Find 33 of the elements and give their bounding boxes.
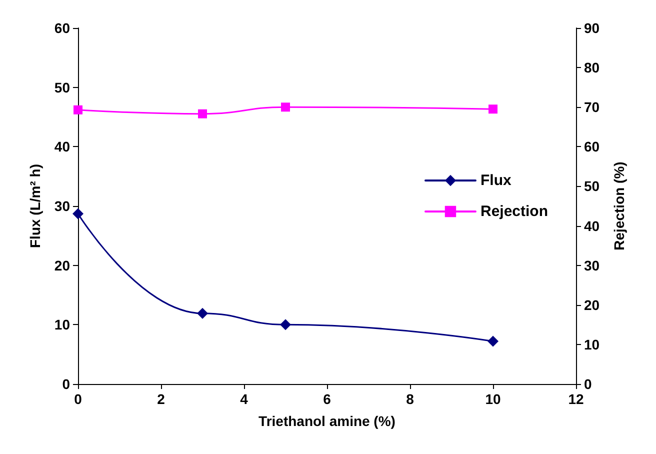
legend-label: Rejection xyxy=(480,203,548,220)
point xyxy=(280,319,291,330)
x-tick-label: 2 xyxy=(157,391,166,407)
point xyxy=(197,308,208,319)
y2-tick-label: 60 xyxy=(584,138,600,155)
point xyxy=(72,208,84,220)
y-axis-title: Flux (L/m² h) xyxy=(27,164,43,248)
y-tick-label: 40 xyxy=(54,138,70,155)
y-tick-label: 50 xyxy=(54,79,70,96)
y2-tick-label: 30 xyxy=(584,257,600,274)
y-tick-label: 30 xyxy=(54,198,70,214)
y2-tick-label: 90 xyxy=(584,20,600,36)
y-tick-label: 0 xyxy=(62,376,70,392)
x-tick-label: 0 xyxy=(74,391,82,407)
y-tick-label: 20 xyxy=(54,257,70,274)
y2-tick-label: 80 xyxy=(584,60,600,76)
x-tick-label: 8 xyxy=(406,391,414,407)
y2-tick-label: 10 xyxy=(584,336,600,352)
y-tick-label: 10 xyxy=(54,316,70,333)
x-tick-label: 6 xyxy=(323,391,332,407)
y2-tick-label: 50 xyxy=(584,178,600,194)
y2-tick-label: 40 xyxy=(584,218,600,234)
x-tick-label: 10 xyxy=(485,391,501,407)
legend-label: Flux xyxy=(480,172,512,189)
y2-tick-label: 20 xyxy=(584,296,600,313)
y2-tick-label: 70 xyxy=(584,99,600,116)
x-axis-title: Triethanol amine (%) xyxy=(258,413,396,429)
y2-axis-title: Rejection (%) xyxy=(611,162,627,250)
y-tick-label: 60 xyxy=(54,20,70,36)
x-tick-label: 12 xyxy=(568,391,584,407)
y2-tick-label: 0 xyxy=(584,376,592,392)
point xyxy=(488,336,498,347)
x-tick-label: 4 xyxy=(240,391,248,407)
